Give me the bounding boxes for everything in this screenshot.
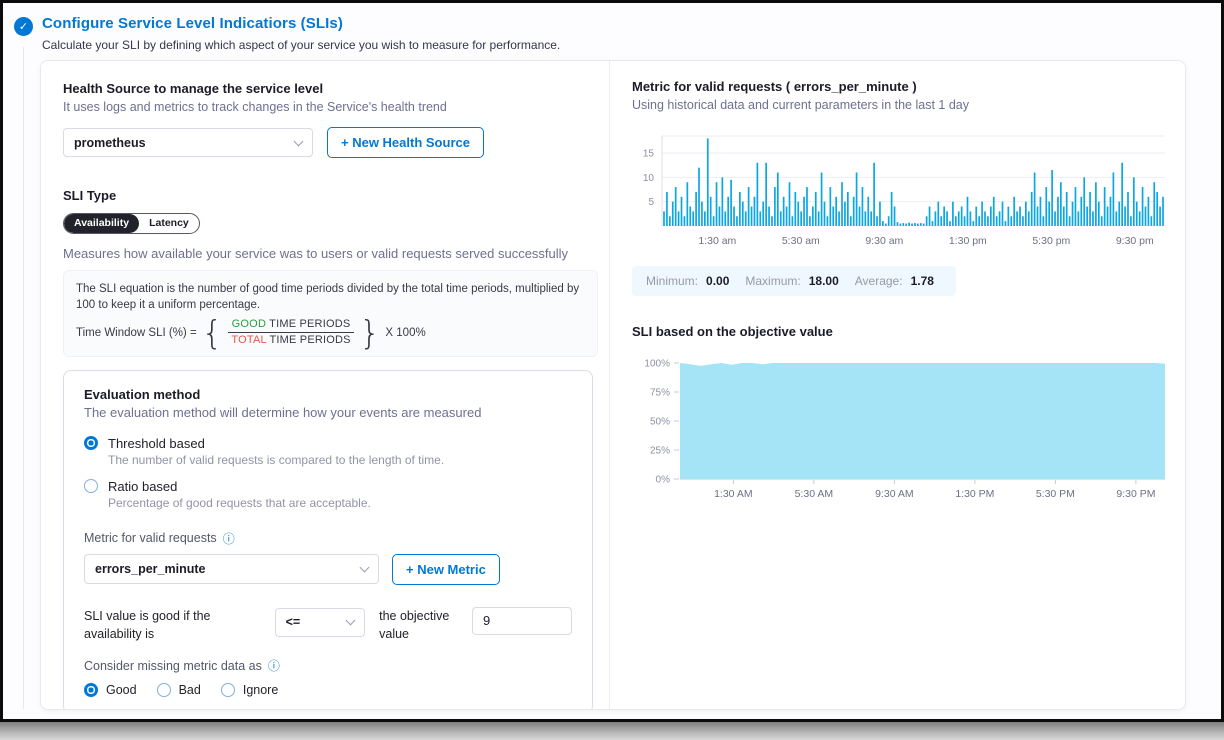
missing-good-label[interactable]: Good xyxy=(106,683,137,698)
svg-text:10: 10 xyxy=(643,173,655,184)
objective-value-input[interactable] xyxy=(472,606,573,635)
svg-text:25%: 25% xyxy=(650,446,670,457)
tab-availability[interactable]: Availability xyxy=(64,214,140,233)
svg-text:9:30 PM: 9:30 PM xyxy=(1116,488,1155,500)
sli-equation-box: The SLI equation is the number of good t… xyxy=(63,270,598,357)
ratio-radio[interactable] xyxy=(84,479,98,494)
svg-text:5:30 pm: 5:30 pm xyxy=(1032,235,1070,247)
svg-text:1:30 AM: 1:30 AM xyxy=(714,488,753,500)
preview-column: Metric for valid requests ( errors_per_m… xyxy=(609,61,1185,709)
sli-type-label: SLI Type xyxy=(63,188,117,203)
svg-text:9:30 am: 9:30 am xyxy=(865,235,903,247)
missing-good-radio[interactable] xyxy=(84,683,98,698)
sli-config-card: Health Source to manage the service leve… xyxy=(40,60,1186,710)
svg-text:5: 5 xyxy=(648,197,654,208)
window-bottom-edge xyxy=(0,722,1224,740)
missing-ignore-label[interactable]: Ignore xyxy=(242,683,279,698)
svg-text:1:30 PM: 1:30 PM xyxy=(955,488,994,500)
ratio-radio-label[interactable]: Ratio based xyxy=(108,478,178,494)
svg-text:1:30 pm: 1:30 pm xyxy=(949,235,987,247)
operator-select[interactable]: <= xyxy=(274,607,366,637)
info-icon[interactable]: ⓘ xyxy=(222,531,235,546)
right-brace: } xyxy=(359,312,381,352)
minimum-label: Minimum: xyxy=(646,274,699,288)
ratio-radio-description: Percentage of good requests that are acc… xyxy=(108,495,371,510)
svg-text:5:30 PM: 5:30 PM xyxy=(1036,488,1075,500)
config-column: Health Source to manage the service leve… xyxy=(41,61,609,709)
step-header: ✓ Configure Service Level Indicatiors (S… xyxy=(14,15,560,52)
health-source-selected-value: prometheus xyxy=(74,135,146,150)
objective-value-label: the objective value xyxy=(379,608,450,642)
chevron-down-icon xyxy=(345,616,356,626)
metric-selected-value: errors_per_minute xyxy=(95,562,206,577)
svg-text:9:30 pm: 9:30 pm xyxy=(1116,235,1154,247)
app-window: ✓ Configure Service Level Indicatiors (S… xyxy=(0,0,1224,722)
svg-text:9:30 AM: 9:30 AM xyxy=(875,488,914,500)
svg-text:5:30 am: 5:30 am xyxy=(782,235,820,247)
svg-text:1:30 am: 1:30 am xyxy=(698,235,736,247)
missing-bad-radio[interactable] xyxy=(156,683,171,698)
evaluation-method-card: Evaluation method The evaluation method … xyxy=(63,369,593,709)
formula-fraction: GOOD TIME PERIODS TOTAL TIME PERIODS xyxy=(227,317,355,348)
svg-text:15: 15 xyxy=(643,149,655,160)
step-connector-line xyxy=(23,47,24,709)
health-source-select[interactable]: prometheus xyxy=(63,128,313,157)
tab-latency[interactable]: Latency xyxy=(149,217,189,229)
missing-bad-label[interactable]: Bad xyxy=(178,683,201,698)
metric-select[interactable]: errors_per_minute xyxy=(84,554,379,585)
info-icon[interactable]: ⓘ xyxy=(267,659,280,674)
sli-type-description: Measures how available your service was … xyxy=(63,246,569,261)
threshold-radio-description: The number of valid requests is compared… xyxy=(108,452,445,467)
formula-prefix: Time Window SLI (%) = xyxy=(76,326,197,339)
formula-numerator: GOOD TIME PERIODS xyxy=(227,318,355,334)
health-source-title: Health Source to manage the service leve… xyxy=(63,81,324,96)
page-subtitle: Calculate your SLI by defining which asp… xyxy=(42,38,561,52)
evaluation-title: Evaluation method xyxy=(84,386,201,402)
minimum-value: 0.00 xyxy=(706,274,730,288)
condition-prefix-label: SLI value is good if the availability is xyxy=(84,608,211,642)
health-source-subtitle: It uses logs and metrics to track change… xyxy=(63,100,447,114)
new-metric-button[interactable]: + New Metric xyxy=(392,553,500,585)
threshold-radio-label[interactable]: Threshold based xyxy=(108,435,205,451)
operator-selected-value: <= xyxy=(285,615,301,630)
metric-trend-svg: 5 10 15 1:30 am 5:30 am 9:30 am 1:30 pm 5:30 pm… xyxy=(643,135,1165,247)
maximum-label: Maximum: xyxy=(745,274,801,288)
svg-text:50%: 50% xyxy=(650,417,670,428)
sli-equation-intro: The SLI equation is the number of good t… xyxy=(76,283,580,312)
missing-data-label: Consider missing metric data as xyxy=(84,658,262,673)
metric-for-valid-requests-label: Metric for valid requests xyxy=(84,531,217,546)
formula-denominator: TOTAL TIME PERIODS xyxy=(231,333,351,346)
new-health-source-button[interactable]: + New Health Source xyxy=(327,127,484,158)
average-label: Average: xyxy=(854,274,903,288)
evaluation-subtitle: The evaluation method will determine how… xyxy=(84,404,482,420)
svg-text:5:30 AM: 5:30 AM xyxy=(795,488,834,500)
chevron-down-icon xyxy=(293,136,304,146)
svg-text:100%: 100% xyxy=(644,359,670,370)
sli-objective-svg: 0% 25% 50% 75% 100% 1:30 AM 5:30 AM 9:30 AM 1:30… xyxy=(644,359,1165,500)
maximum-value: 18.00 xyxy=(808,274,839,288)
average-value: 1.78 xyxy=(910,274,934,288)
sli-objective-chart-title: SLI based on the objective value xyxy=(632,324,833,339)
formula-suffix: X 100% xyxy=(385,326,426,339)
metric-chart-title: Metric for valid requests ( errors_per_m… xyxy=(632,79,917,94)
step-complete-check-icon: ✓ xyxy=(14,17,33,36)
sli-equation-formula: Time Window SLI (%) = { GOOD TIME PERIOD… xyxy=(76,312,585,352)
chevron-down-icon xyxy=(359,563,370,573)
svg-text:75%: 75% xyxy=(650,388,670,399)
metric-chart-subtitle: Using historical data and current parame… xyxy=(632,98,969,112)
sli-type-toggle: Availability Latency xyxy=(63,213,200,234)
svg-text:0%: 0% xyxy=(656,475,671,486)
threshold-radio[interactable] xyxy=(84,436,98,451)
page-title: Configure Service Level Indicatiors (SLI… xyxy=(42,15,343,32)
missing-ignore-radio[interactable] xyxy=(220,683,235,698)
metric-stats-badge: Minimum: 0.00 Maximum: 18.00 Average: 1.… xyxy=(632,266,956,296)
left-brace: { xyxy=(201,312,223,352)
